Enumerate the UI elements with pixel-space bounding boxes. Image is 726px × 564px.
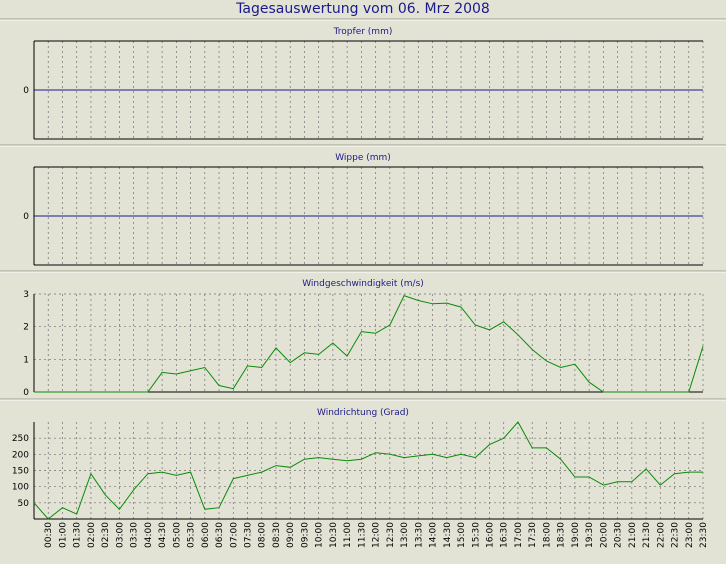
series-line: [33, 421, 703, 520]
x-tick-label: 18:00: [542, 522, 552, 548]
chart-panel-1: Tropfer (mm) 0: [0, 18, 726, 140]
x-tick-label: 01:00: [58, 522, 68, 548]
x-tick-label: 10:00: [315, 522, 325, 548]
x-tick-label: 13:00: [400, 522, 410, 548]
y-tick-label: 200: [12, 450, 29, 460]
x-tick-label: 17:00: [514, 522, 524, 548]
x-tick-label: 04:00: [144, 522, 154, 548]
x-tick-label: 11:00: [343, 522, 353, 548]
y-tick-label: 0: [23, 212, 29, 222]
x-tick-label: 10:30: [329, 522, 339, 548]
x-tick-label: 08:30: [272, 522, 282, 548]
x-tick-label: 17:30: [528, 522, 538, 548]
x-tick-label: 21:30: [642, 522, 652, 548]
x-tick-label: 05:30: [187, 522, 197, 548]
y-tick-label: 2: [23, 323, 29, 333]
x-tick-label: 23:30: [699, 522, 709, 548]
y-tick-label: 150: [12, 467, 29, 477]
y-tick-label: 50: [18, 499, 30, 509]
x-tick-label: 02:00: [87, 522, 97, 548]
x-tick-label: 15:30: [471, 522, 481, 548]
x-tick-label: 06:00: [201, 522, 211, 548]
series-line: [34, 294, 704, 393]
chart-title: Tropfer (mm): [333, 27, 393, 37]
chart-title: Wippe (mm): [335, 153, 391, 163]
y-tick-label: 3: [23, 290, 29, 300]
x-tick-label: 22:00: [656, 522, 666, 548]
x-tick-label: 21:00: [628, 522, 638, 548]
chart-panel-3: Windgeschwindigkeit (m/s) 0 1 2 3: [0, 270, 726, 398]
x-tick-labels: 00:30 01:00 01:30 02:00 02:30 03:00 03:30 04:00…: [44, 522, 709, 548]
x-tick-label: 20:30: [614, 522, 624, 548]
chart-panel-4: Windrichtung (Grad) 50 100 150 200 250: [0, 398, 726, 520]
x-tick-label: 23:00: [685, 522, 695, 548]
x-tick-label: 09:30: [300, 522, 310, 548]
x-tick-label: 02:30: [101, 522, 111, 548]
x-tick-label: 03:00: [115, 522, 125, 548]
x-tick-label: 12:00: [372, 522, 382, 548]
x-tick-label: 05:00: [172, 522, 182, 548]
page-title: Tagesauswertung vom 06. Mrz 2008: [236, 1, 490, 17]
x-tick-label: 22:30: [671, 522, 681, 548]
x-tick-label: 12:30: [386, 522, 396, 548]
y-tick-label: 0: [23, 388, 29, 398]
x-tick-label: 00:30: [44, 522, 54, 548]
chart-panel-2: Wippe (mm) 0: [0, 144, 726, 266]
y-tick-label: 0: [23, 86, 29, 96]
x-tick-label: 07:00: [229, 522, 239, 548]
x-tick-label: 13:30: [414, 522, 424, 548]
x-tick-label: 09:00: [286, 522, 296, 548]
y-tick-label: 100: [12, 483, 29, 493]
x-tick-label: 06:30: [215, 522, 225, 548]
x-tick-label: 18:30: [557, 522, 567, 548]
chart-title: Windgeschwindigkeit (m/s): [302, 279, 424, 289]
x-tick-label: 19:00: [571, 522, 581, 548]
x-tick-label: 16:30: [500, 522, 510, 548]
x-tick-label: 03:30: [130, 522, 140, 548]
x-tick-label: 16:00: [485, 522, 495, 548]
x-tick-label: 07:30: [244, 522, 254, 548]
x-tick-label: 14:30: [443, 522, 453, 548]
x-tick-label: 19:30: [585, 522, 595, 548]
x-tick-label: 04:30: [158, 522, 168, 548]
x-tick-label: 15:00: [457, 522, 467, 548]
x-tick-label: 20:00: [599, 522, 609, 548]
x-tick-label: 14:00: [429, 522, 439, 548]
y-tick-label: 1: [23, 355, 29, 365]
x-tick-label: 11:30: [357, 522, 367, 548]
x-tick-label: 08:00: [258, 522, 268, 548]
y-tick-label: 250: [12, 434, 29, 444]
x-tick-label: 01:30: [73, 522, 83, 548]
chart-title: Windrichtung (Grad): [317, 408, 409, 418]
